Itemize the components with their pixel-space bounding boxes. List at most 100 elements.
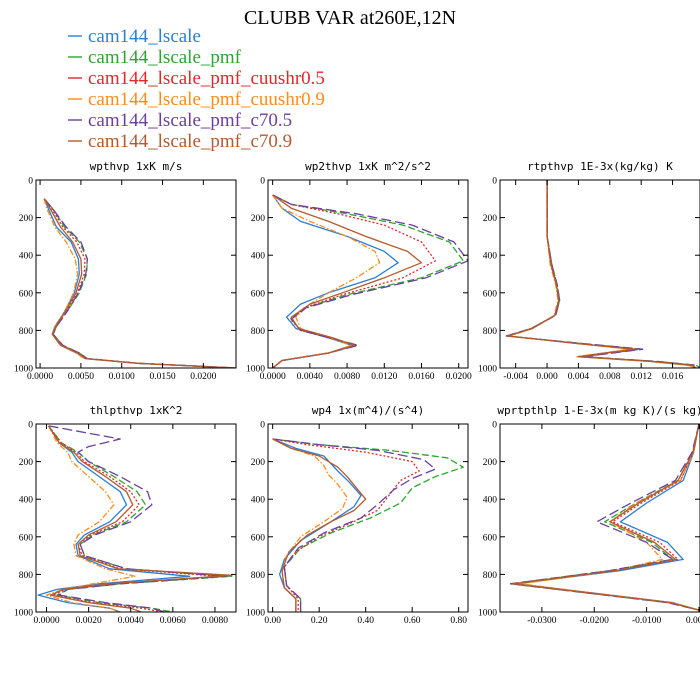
y-tick-label: 200 bbox=[483, 458, 498, 468]
legend-entry: cam144_lscale bbox=[88, 26, 201, 47]
y-tick-label: 1000 bbox=[14, 609, 33, 619]
y-tick-label: 800 bbox=[19, 571, 34, 581]
plot-frame bbox=[499, 179, 700, 369]
panel-title: wpthvp 1xK m/s bbox=[90, 160, 183, 173]
x-tick-label: 0.0000 bbox=[27, 372, 53, 382]
y-tick-label: 200 bbox=[19, 214, 34, 224]
x-tick-label: 0.0000 bbox=[260, 372, 286, 382]
panel-title: wp2thvp 1xK m^2/s^2 bbox=[305, 160, 431, 173]
plot-frame bbox=[35, 179, 237, 369]
y-tick-label: 0 bbox=[28, 421, 33, 431]
x-tick-label: 0.0120 bbox=[371, 372, 397, 382]
y-tick-label: 600 bbox=[19, 289, 34, 299]
series-line bbox=[512, 424, 700, 611]
series-line bbox=[48, 425, 227, 612]
legend-entry: cam144_lscale_pmf_cuushr0.9 bbox=[88, 89, 325, 110]
series-line bbox=[43, 198, 236, 368]
series-line bbox=[515, 424, 700, 611]
y-tick-label: 600 bbox=[19, 533, 34, 543]
plot-frame bbox=[35, 423, 237, 613]
series-line bbox=[43, 198, 236, 368]
x-tick-label: -0.004 bbox=[503, 372, 528, 382]
x-tick-label: 0.0060 bbox=[160, 616, 186, 626]
x-tick-label: 0.0200 bbox=[190, 372, 216, 382]
series-line bbox=[272, 194, 464, 368]
y-tick-label: 600 bbox=[483, 533, 498, 543]
series-line bbox=[48, 425, 220, 612]
series-line bbox=[505, 180, 700, 368]
y-tick-label: 0 bbox=[28, 177, 33, 187]
series-line bbox=[507, 180, 697, 368]
x-tick-label: 0.0160 bbox=[408, 372, 434, 382]
series-line bbox=[272, 438, 362, 612]
y-tick-label: 600 bbox=[483, 289, 498, 299]
y-tick-label: 0 bbox=[492, 177, 497, 187]
x-tick-label: 0.20 bbox=[311, 616, 328, 626]
series-line bbox=[43, 198, 236, 368]
plot-frame bbox=[499, 423, 700, 613]
series-group bbox=[272, 438, 464, 612]
x-tick-label: 0.0080 bbox=[334, 372, 360, 382]
panel-title: thlpthvp 1xK^2 bbox=[90, 404, 183, 417]
y-tick-label: 1000 bbox=[14, 365, 33, 375]
y-tick-label: 200 bbox=[19, 458, 34, 468]
series-group bbox=[272, 194, 468, 368]
y-tick-label: 800 bbox=[251, 571, 266, 581]
series-line bbox=[272, 438, 420, 612]
y-tick-label: 200 bbox=[483, 214, 498, 224]
legend-entry: cam144_lscale_pmf_cuushr0.5 bbox=[88, 68, 325, 89]
series-line bbox=[272, 438, 367, 612]
x-tick-label: 0.0000 bbox=[686, 616, 700, 626]
y-tick-label: 1000 bbox=[478, 365, 497, 375]
series-line bbox=[272, 194, 381, 368]
x-tick-label: 0.0150 bbox=[149, 372, 175, 382]
x-tick-label: 0.0000 bbox=[33, 616, 59, 626]
panel: wprtpthlp 1-E-3x(m kg K)/(s kg) -0.0300 -0… bbox=[478, 404, 700, 626]
x-tick-label: 0.0020 bbox=[76, 616, 102, 626]
y-tick-label: 400 bbox=[19, 252, 34, 262]
x-tick-label: -0.0300 bbox=[527, 616, 557, 626]
series-line bbox=[272, 438, 437, 612]
series-line bbox=[507, 180, 697, 368]
x-tick-label: 0.0080 bbox=[202, 616, 228, 626]
plot-frame bbox=[267, 179, 469, 369]
x-tick-label: 0.00 bbox=[264, 616, 281, 626]
x-tick-label: 0.0040 bbox=[118, 616, 144, 626]
y-tick-label: 400 bbox=[251, 252, 266, 262]
series-line bbox=[272, 194, 437, 368]
x-tick-label: 0.0040 bbox=[297, 372, 323, 382]
y-tick-label: 200 bbox=[251, 214, 266, 224]
legend-entry: cam144_lscale_pmf bbox=[88, 47, 242, 68]
series-line bbox=[43, 198, 236, 368]
series-line bbox=[37, 425, 191, 612]
panel: wp2thvp 1xK m^2/s^2 0.0000 0.0040 0.0080 0.0… bbox=[246, 160, 472, 382]
legend-entry: cam144_lscale_pmf_c70.5 bbox=[88, 110, 292, 131]
x-tick-label: 0.0050 bbox=[68, 372, 94, 382]
legend: cam144_lscalecam144_lscale_pmfcam144_lsc… bbox=[68, 26, 325, 152]
x-tick-label: -0.0100 bbox=[632, 616, 662, 626]
x-tick-label: 0.60 bbox=[404, 616, 421, 626]
figure-title: CLUBB VAR at260E,12N bbox=[244, 7, 456, 29]
x-tick-label: 0.012 bbox=[630, 372, 652, 382]
x-tick-label: 0.0100 bbox=[109, 372, 135, 382]
series-line bbox=[43, 198, 236, 368]
series-group bbox=[37, 425, 233, 612]
plot-frame bbox=[267, 423, 469, 613]
panel: thlpthvp 1xK^2 0.0000 0.0020 0.0040 0.0060 0.… bbox=[14, 404, 237, 626]
x-tick-label: 0.016 bbox=[662, 372, 684, 382]
y-tick-label: 200 bbox=[251, 458, 266, 468]
y-tick-label: 800 bbox=[483, 571, 498, 581]
series-line bbox=[272, 438, 464, 612]
x-tick-label: 0.80 bbox=[450, 616, 467, 626]
series-line bbox=[272, 194, 423, 368]
y-tick-label: 0 bbox=[260, 421, 265, 431]
series-group bbox=[505, 180, 700, 368]
x-tick-label: -0.0200 bbox=[580, 616, 610, 626]
series-group bbox=[509, 424, 700, 611]
y-tick-label: 800 bbox=[19, 327, 34, 337]
x-tick-label: 0.004 bbox=[568, 372, 590, 382]
series-line bbox=[509, 424, 700, 611]
series-line bbox=[505, 180, 700, 368]
x-tick-label: 0.0200 bbox=[446, 372, 472, 382]
